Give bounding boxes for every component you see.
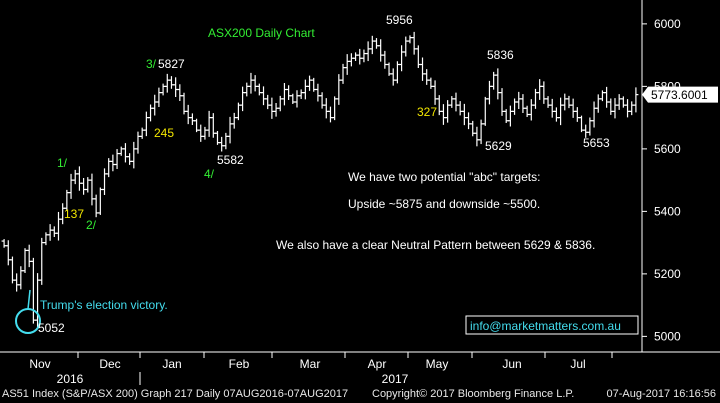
label-5629: 5629 [485, 139, 512, 153]
email-box [465, 315, 639, 335]
note-upside-downside: Upside ~5875 and downside ~5500. [348, 197, 540, 211]
label-5653: 5653 [583, 136, 610, 150]
month-label: May [426, 357, 449, 371]
wave-1-label: 1/ [57, 156, 68, 170]
wave-4-label: 4/ [204, 167, 215, 181]
chart-title: ASX200 Daily Chart [208, 26, 315, 40]
month-label: Apr [368, 357, 387, 371]
y-tick-label: 6000 [654, 17, 681, 31]
y-tick-label: 5600 [654, 142, 681, 156]
wave-2-label: 2/ [86, 218, 97, 232]
last-price-box [642, 86, 718, 103]
month-label: Dec [99, 357, 120, 371]
price-bars [1, 31, 639, 328]
election-label: Trump's election victory. [40, 298, 168, 312]
month-label: Jan [162, 357, 181, 371]
month-label: Nov [29, 357, 50, 371]
fib-327-label: 327 [417, 105, 437, 119]
y-tick-label: 5000 [654, 329, 681, 343]
month-label: Feb [229, 357, 250, 371]
note-neutral-pattern: We also have a clear Neutral Pattern bet… [276, 238, 595, 252]
election-pointer [27, 289, 31, 310]
fib-137-label: 137 [64, 207, 84, 221]
footer-security: AS51 Index (S&P/ASX 200) Graph 217 Daily… [2, 388, 349, 400]
year-label: 2017 [382, 372, 409, 385]
month-label: Jul [570, 357, 585, 371]
footer: AS51 Index (S&P/ASX 200) Graph 217 Daily… [0, 385, 720, 403]
email-label: info@marketmatters.com.au [470, 319, 621, 333]
wave-3-label: 3/ [146, 57, 157, 71]
fib-245-label: 245 [154, 126, 174, 140]
y-tick-label: 5400 [654, 204, 681, 218]
month-label: Jun [502, 357, 521, 371]
last-price-label: 5773.6001 [651, 88, 708, 102]
label-5827: 5827 [158, 57, 185, 71]
label-5956: 5956 [386, 13, 413, 27]
ohlc-bar [633, 87, 639, 113]
label-5836: 5836 [487, 48, 514, 62]
month-label: Mar [300, 357, 321, 371]
note-targets: We have two potential "abc" targets: [348, 170, 540, 184]
footer-timestamp: 07-Aug-2017 16:16:56 [606, 388, 716, 400]
x-axis: Nov Dec Jan Feb Mar Apr May Jun Jul 2016 2017 [29, 352, 613, 385]
y-tick-label: 5200 [654, 267, 681, 281]
footer-copyright: Copyright© 2017 Bloomberg Finance L.P. [372, 388, 575, 400]
year-label: 2016 [57, 372, 84, 385]
label-5052: 5052 [38, 321, 65, 335]
label-5582: 5582 [217, 153, 244, 167]
